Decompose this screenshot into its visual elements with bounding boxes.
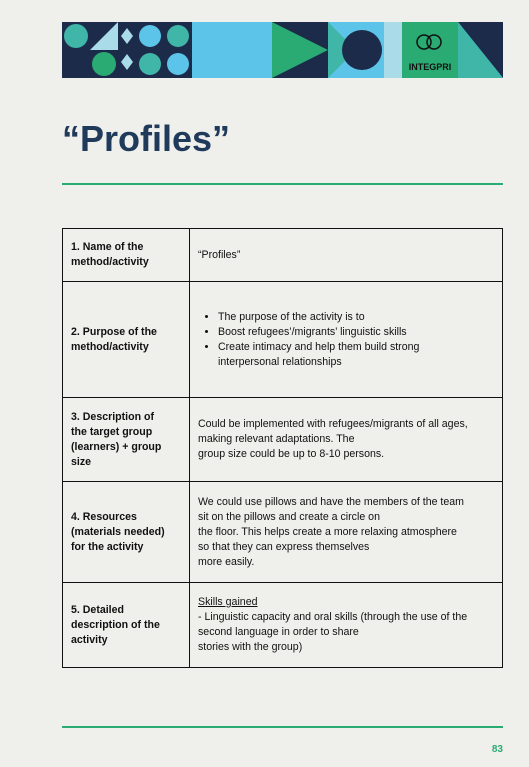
shape [458,22,503,78]
shape [167,25,189,47]
text-line: Could be implemented with refugees/migra… [198,418,468,430]
shape [90,22,118,50]
text-line: 1. Name of the [71,241,144,253]
logo-text: INTEGPRI [409,62,452,72]
row-label: 5. Detailed description of the activity [62,582,190,668]
text-line: (learners) + group [71,440,162,453]
row-label: 4. Resources (materials needed) for the ac… [62,481,190,583]
text-line: Skills gained [198,596,258,608]
text-line: 3. Description of [71,410,154,423]
text-line: method/activity [71,256,149,268]
text-line: (materials needed) [71,525,165,538]
text-line: for the activity [71,540,144,553]
text-line: size [71,455,92,468]
row-content: Could be implemented with refugees/migra… [189,397,503,482]
bullet: The purpose of the activity is to [218,310,454,325]
text-line: group size could be up to 8-10 persons. [198,448,385,460]
text-line: method/activity [71,340,149,353]
text-line: sit on the pillows and create a circle o… [198,510,380,523]
text-line: 2. Purpose of the [71,325,157,338]
shape [64,24,88,48]
logo-icon [416,34,432,50]
activity-table: 1. Name of the method/activity “Profiles”… [62,228,503,668]
text-line: making relevant adaptations. The [198,433,355,445]
divider [62,183,503,185]
text-line: stories with the group) [198,641,303,653]
shape [139,25,161,47]
row-label: 2. Purpose of the method/activity [62,281,190,398]
bullet: Create intimacy and help them build stro… [218,340,454,370]
text-line: description of the [71,618,160,631]
shape [167,53,189,75]
footer-divider [62,726,503,728]
page-number: 83 [491,744,503,755]
text-line: - Linguistic capacity and oral skills (t… [198,611,468,623]
text-line: activity [71,633,108,646]
row-label: 1. Name of the method/activity [62,228,190,282]
row-content: Skills gained - Linguistic capacity and o… [189,582,503,668]
logo-bg [402,22,458,78]
shape [139,53,161,75]
banner: INTEGPRI [62,22,503,78]
text-line: We could use pillows and have the member… [198,495,464,508]
text-line: the target group [71,425,153,438]
shape [121,28,133,70]
shape [384,22,402,78]
text-line: 4. Resources [71,510,137,523]
bullet: Boost refugees’/migrants’ linguistic ski… [218,325,454,340]
shape [92,52,116,76]
shape [342,30,382,70]
row-label: 3. Description of the target group (learne… [62,397,190,482]
text-line: second language in order to share [198,626,359,638]
row-content: The purpose of the activity is toBoost r… [189,281,503,398]
text-line: 5. Detailed [71,603,124,616]
text-line: so that they can express themselves [198,540,370,553]
row-content: We could use pillows and have the member… [189,481,503,583]
text-line: the floor. This helps create a more rela… [198,525,457,538]
logo-icon [426,34,442,50]
row-content: “Profiles” [189,228,503,282]
text-line: more easily. [198,555,255,568]
shape [272,22,328,78]
title: “Profiles” [62,118,231,159]
text-line: “Profiles” [198,248,241,261]
